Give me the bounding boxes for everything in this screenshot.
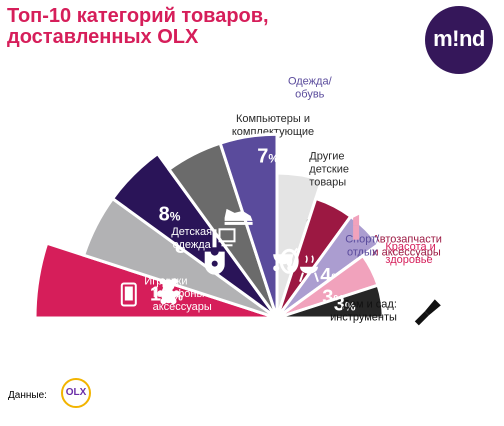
grill-icon [299,255,319,283]
computer-icon [212,228,236,248]
sneaker-icon [224,208,253,225]
chart-title-line-1: Топ-10 категорий товаров, [7,5,269,27]
lipstick-icon [353,214,360,240]
chart-title: Топ-10 категорий товаров, доставленных O… [7,6,337,48]
mind-logo-text: m!nd [433,26,485,51]
slice-label-lipstick: Красота и здоровье [385,241,435,266]
slice-label-stroller: Другие детские товары [309,151,349,189]
teddy-bear-icon [157,278,180,305]
chart-title-line-2: доставленных OLX [7,26,199,48]
bib-icon [204,251,225,275]
pie-slice-grill [275,214,381,320]
brush-icon [414,299,441,326]
mind-logo: m!nd [425,6,493,74]
pie-slice-bib [110,151,279,320]
slice-value-sneaker: 7% [257,145,279,167]
tire-icon [279,248,299,274]
olx-logo-text: OLX [65,387,87,398]
olx-logo: OLX [61,378,91,408]
phone-icon [120,282,137,307]
pie-slice-brush [276,283,385,320]
slice-label-brush: Дом и сад: инструменты [330,299,397,324]
slice-value-brush: 3% [334,294,356,316]
slice-label-tire: Автозапчасти и аксессуары [372,234,442,259]
slice-label-bib: Детская одежда [171,226,212,251]
pie-slice-sneaker [218,132,279,319]
source-label: Данные: [8,390,47,401]
slice-label-sneaker: Одежда/обувь [288,75,333,100]
slice-value-bib: 8% [159,204,181,226]
